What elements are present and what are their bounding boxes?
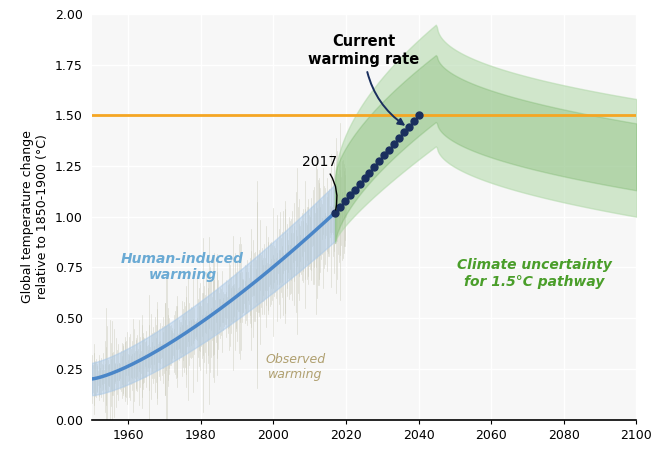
Y-axis label: Global temperature change
relative to 1850-1900 (°C): Global temperature change relative to 18… (21, 130, 49, 303)
Text: Climate uncertainty
for 1.5°C pathway: Climate uncertainty for 1.5°C pathway (457, 258, 612, 289)
Text: Human-induced
warming: Human-induced warming (121, 252, 244, 283)
Text: Current
warming rate: Current warming rate (308, 34, 420, 124)
Text: Observed
warming: Observed warming (265, 353, 325, 381)
Text: 2017: 2017 (302, 155, 337, 210)
